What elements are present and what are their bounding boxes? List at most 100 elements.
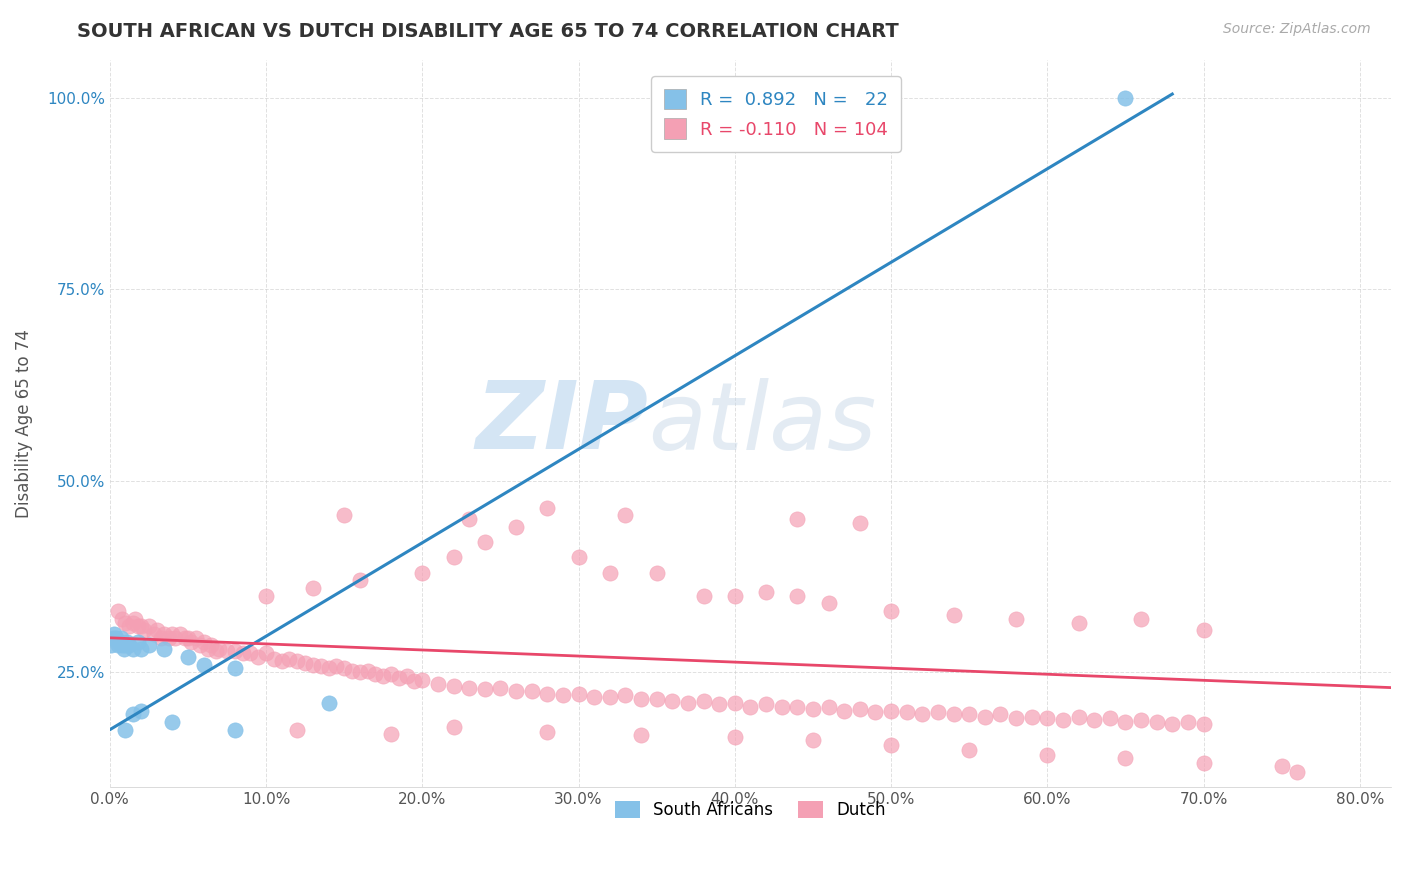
Point xyxy=(232,646,254,660)
Point xyxy=(215,644,238,658)
Point xyxy=(1114,751,1136,765)
Point xyxy=(443,679,465,693)
Point xyxy=(162,714,184,729)
Point xyxy=(224,644,246,658)
Point xyxy=(177,650,200,665)
Point xyxy=(404,674,426,689)
Point xyxy=(302,657,325,672)
Point xyxy=(101,631,124,645)
Point xyxy=(122,615,145,630)
Point xyxy=(990,707,1012,722)
Point xyxy=(973,709,995,723)
Point xyxy=(1192,717,1215,731)
Point xyxy=(786,699,808,714)
Point xyxy=(270,654,292,668)
Point xyxy=(1067,615,1090,630)
Point xyxy=(707,698,730,712)
Point xyxy=(380,666,402,681)
Point xyxy=(942,607,965,622)
Point xyxy=(278,651,301,665)
Point xyxy=(1177,714,1199,729)
Point xyxy=(911,707,934,722)
Point xyxy=(770,699,793,714)
Point xyxy=(817,699,839,714)
Point xyxy=(724,696,747,710)
Point xyxy=(105,631,128,645)
Point xyxy=(190,639,212,653)
Point xyxy=(661,694,683,708)
Point xyxy=(294,656,316,670)
Point xyxy=(107,639,129,653)
Point xyxy=(1114,714,1136,729)
Point xyxy=(505,520,527,534)
Legend: South Africans, Dutch: South Africans, Dutch xyxy=(609,795,893,826)
Point xyxy=(957,743,980,757)
Point xyxy=(567,687,589,701)
Point xyxy=(1114,91,1136,105)
Point xyxy=(177,631,200,645)
Point xyxy=(162,627,184,641)
Point xyxy=(388,672,411,686)
Point xyxy=(957,707,980,722)
Point xyxy=(115,634,138,648)
Point xyxy=(333,661,356,675)
Point xyxy=(395,669,418,683)
Point xyxy=(127,619,149,633)
Point xyxy=(458,681,481,695)
Point xyxy=(1021,709,1043,723)
Point xyxy=(145,623,167,637)
Point xyxy=(103,627,125,641)
Point xyxy=(184,631,207,645)
Point xyxy=(318,696,340,710)
Point xyxy=(373,669,395,683)
Point xyxy=(411,673,433,687)
Point xyxy=(630,728,652,742)
Point xyxy=(1130,713,1153,727)
Point xyxy=(848,516,870,530)
Text: SOUTH AFRICAN VS DUTCH DISABILITY AGE 65 TO 74 CORRELATION CHART: SOUTH AFRICAN VS DUTCH DISABILITY AGE 65… xyxy=(77,22,898,41)
Point xyxy=(536,725,558,739)
Point xyxy=(111,612,134,626)
Point xyxy=(114,639,136,653)
Point xyxy=(129,619,152,633)
Point xyxy=(364,666,387,681)
Point xyxy=(193,657,215,672)
Text: ZIP: ZIP xyxy=(475,377,648,469)
Point xyxy=(340,664,363,678)
Point xyxy=(380,726,402,740)
Point xyxy=(138,619,160,633)
Point xyxy=(411,566,433,580)
Point xyxy=(108,634,131,648)
Point xyxy=(110,631,132,645)
Point xyxy=(153,627,176,641)
Point xyxy=(1067,709,1090,723)
Point xyxy=(134,623,156,637)
Point xyxy=(1271,758,1294,772)
Point xyxy=(1192,756,1215,770)
Point xyxy=(599,566,621,580)
Point xyxy=(755,585,778,599)
Point xyxy=(325,659,347,673)
Point xyxy=(676,696,699,710)
Point xyxy=(1036,711,1059,725)
Point xyxy=(1161,717,1184,731)
Point xyxy=(247,650,270,665)
Point xyxy=(239,646,262,660)
Point xyxy=(520,684,543,698)
Point xyxy=(786,589,808,603)
Point xyxy=(173,631,195,645)
Point xyxy=(193,634,215,648)
Text: atlas: atlas xyxy=(648,378,876,469)
Point xyxy=(142,627,165,641)
Point xyxy=(692,694,714,708)
Point xyxy=(755,698,778,712)
Y-axis label: Disability Age 65 to 74: Disability Age 65 to 74 xyxy=(15,329,32,518)
Point xyxy=(117,619,139,633)
Point xyxy=(880,704,903,718)
Point xyxy=(1146,714,1168,729)
Point xyxy=(302,581,325,595)
Point xyxy=(263,651,285,665)
Point xyxy=(224,723,246,737)
Point xyxy=(129,642,152,657)
Point xyxy=(865,705,887,719)
